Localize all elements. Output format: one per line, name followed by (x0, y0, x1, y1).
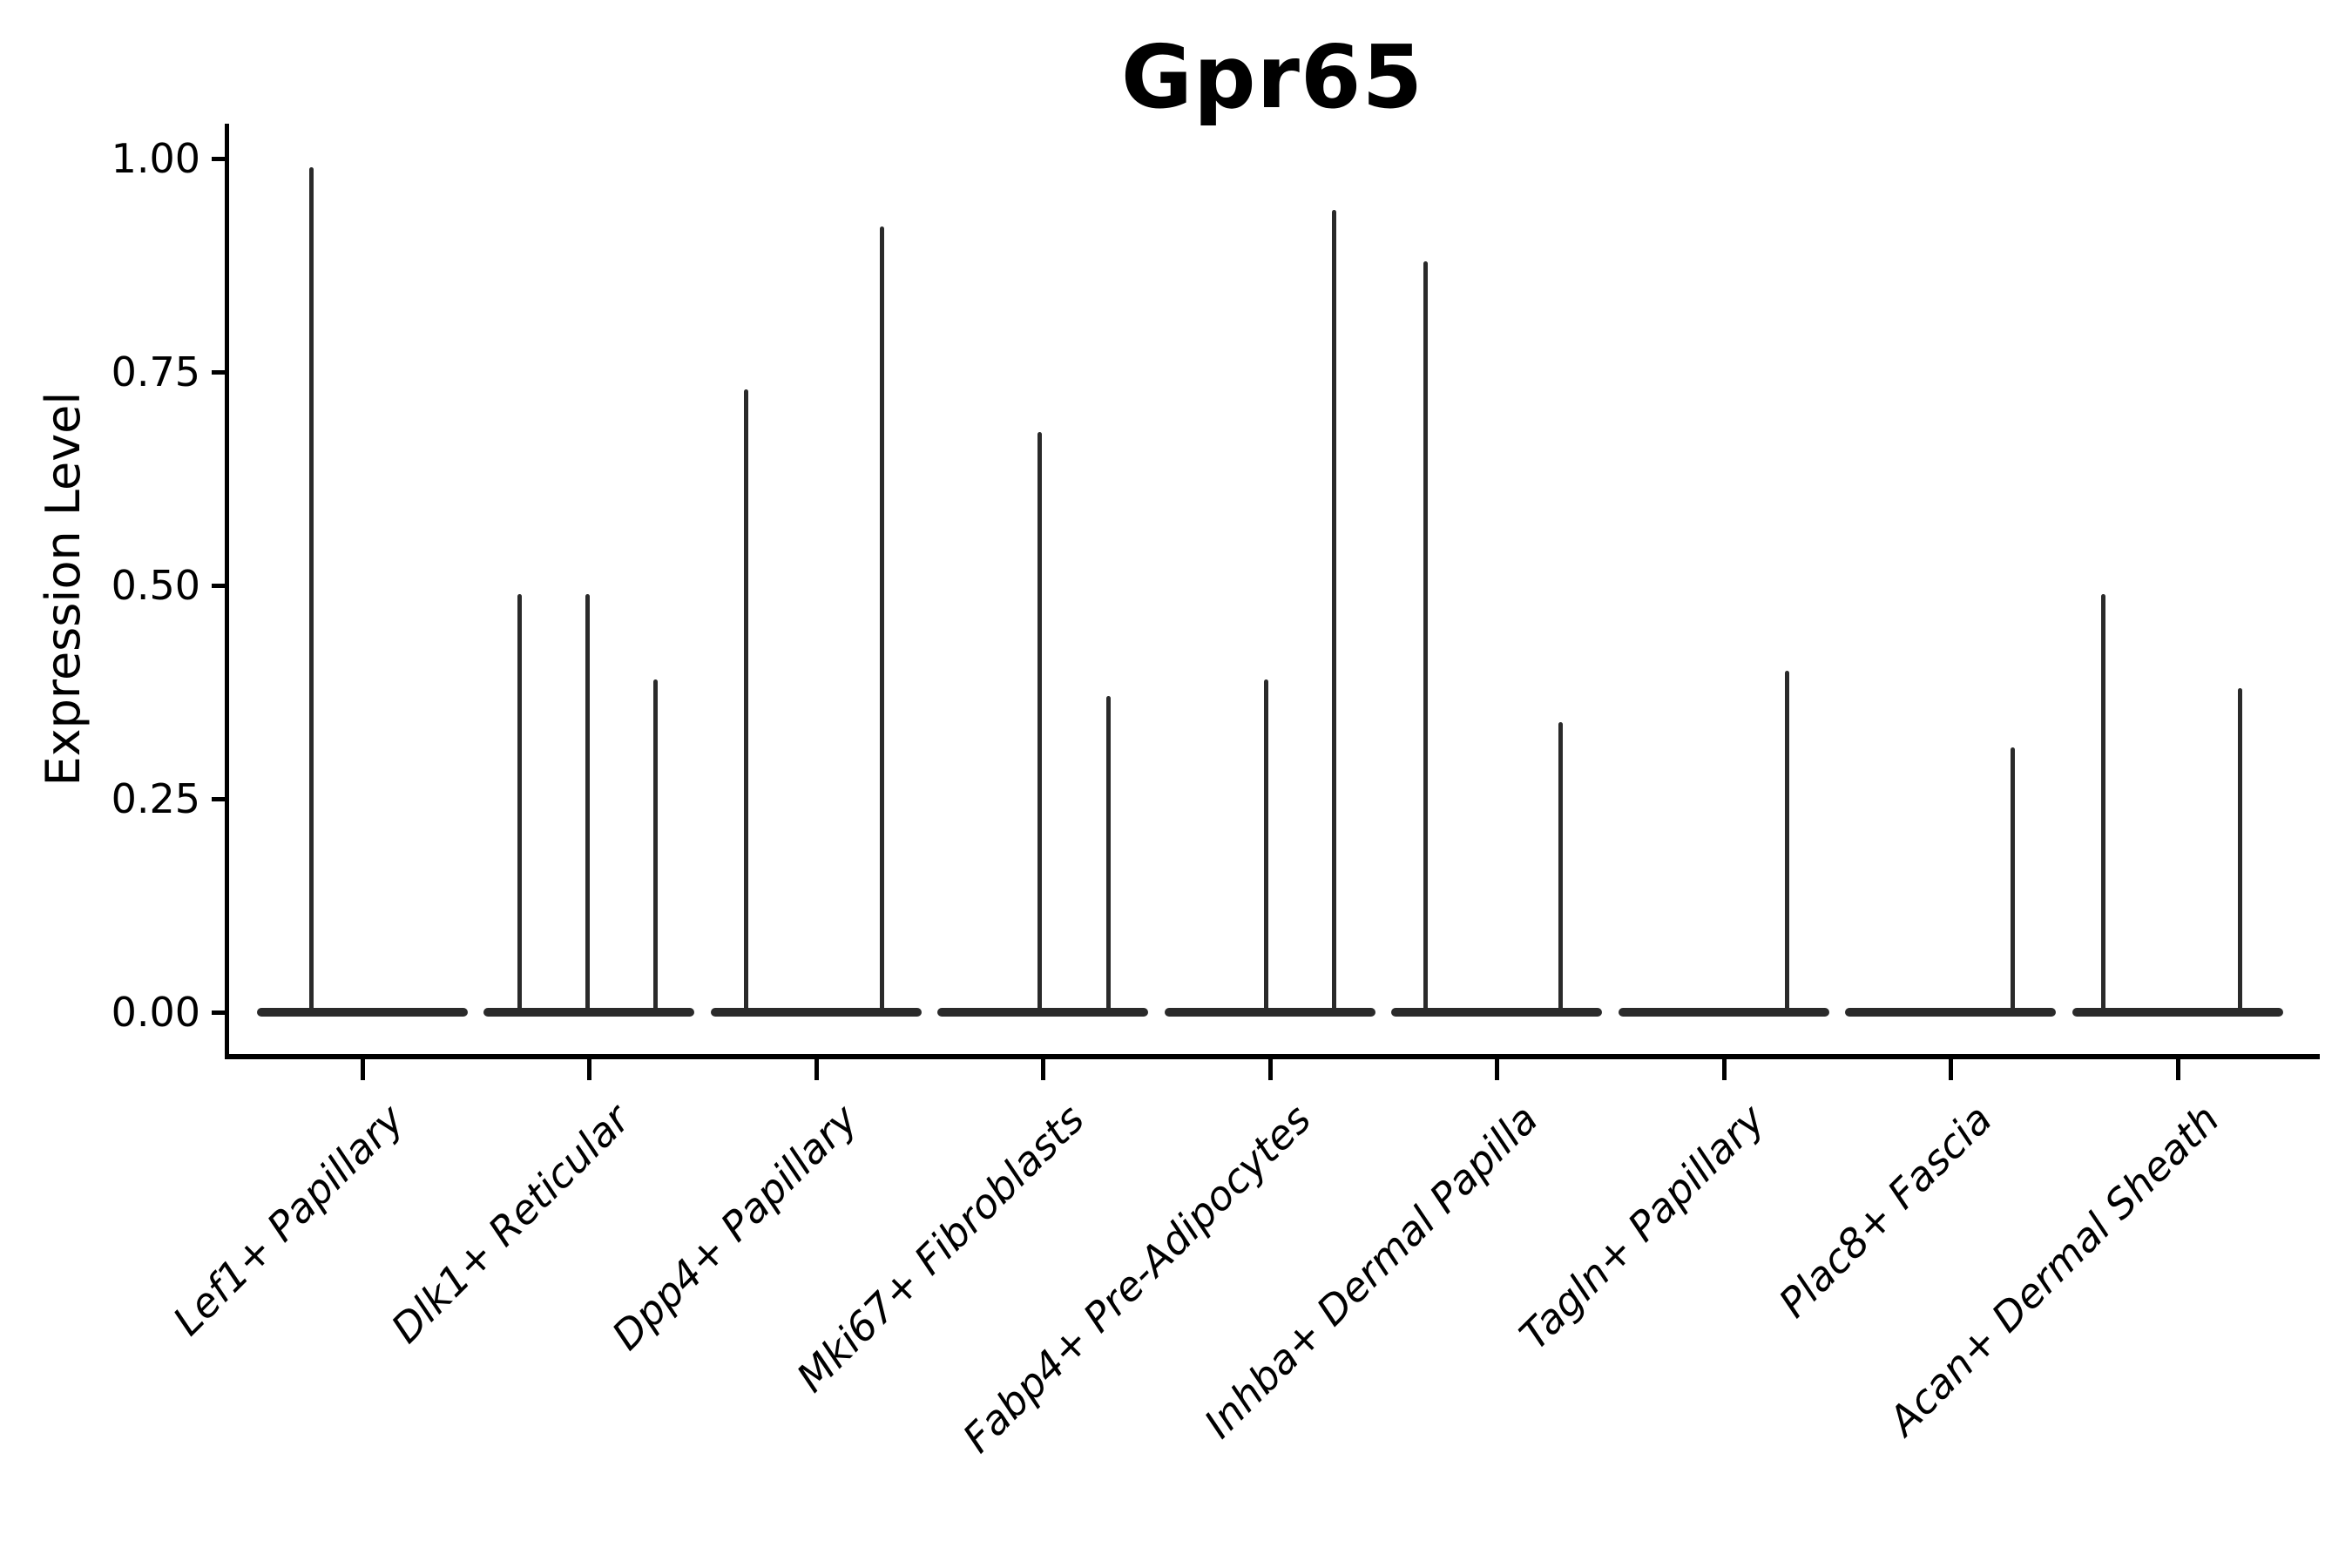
violin-spike (2100, 593, 2105, 1014)
x-tick-label: Lef1+ Papillary (163, 1095, 413, 1345)
violin-spike (1263, 679, 1268, 1014)
violin-spike (1784, 671, 1789, 1014)
y-tick-label: 0.25 (111, 775, 200, 822)
violin-spike (585, 593, 590, 1014)
y-tick (212, 156, 225, 161)
violin-spike (1558, 721, 1563, 1014)
y-axis-spine (225, 124, 229, 1059)
violin-baseline (711, 1008, 922, 1017)
x-axis-spine (225, 1054, 2320, 1059)
violin-spike (1423, 260, 1428, 1014)
x-tick (1948, 1059, 1953, 1080)
x-tick-label: Dpp4+ Papillary (602, 1095, 867, 1360)
y-tick-label: 0.00 (111, 989, 200, 1036)
y-tick-label: 1.00 (111, 135, 200, 182)
violin-spike (1037, 431, 1042, 1014)
x-tick (1267, 1059, 1273, 1080)
violin-baseline (937, 1008, 1148, 1017)
y-tick (212, 369, 225, 375)
violin-baseline (1165, 1008, 1375, 1017)
violin-spike (2237, 687, 2242, 1014)
violin-spike (879, 226, 884, 1014)
y-tick-label: 0.50 (111, 562, 200, 609)
x-tick (1721, 1059, 1727, 1080)
x-tick (2175, 1059, 2180, 1080)
y-tick (212, 796, 225, 801)
x-tick (1040, 1059, 1045, 1080)
x-tick-label: Dlk1+ Reticular (382, 1095, 639, 1353)
violin-baseline (1619, 1008, 1829, 1017)
violin-spike (1331, 209, 1336, 1014)
violin-spike (2010, 747, 2015, 1014)
y-tick-label: 0.75 (111, 348, 200, 395)
y-tick (212, 1010, 225, 1015)
x-tick-label: Plac8+ Fascia (1769, 1095, 2001, 1327)
violin-baseline (1845, 1008, 2056, 1017)
violin-baseline (257, 1008, 468, 1017)
x-tick (814, 1059, 819, 1080)
y-tick (212, 583, 225, 588)
x-tick (1494, 1059, 1499, 1080)
violin-spike (652, 679, 658, 1014)
x-tick-label: Tagln+ Papillary (1511, 1095, 1774, 1359)
x-tick (586, 1059, 591, 1080)
violin-baseline (1391, 1008, 1602, 1017)
chart-title: Gpr65 (1120, 26, 1424, 128)
violin-spike (743, 389, 748, 1014)
violin-baseline (2072, 1008, 2283, 1017)
violin-spike (308, 166, 314, 1014)
violin-spike (517, 593, 522, 1014)
violin-spike (1105, 696, 1111, 1014)
x-tick (360, 1059, 365, 1080)
